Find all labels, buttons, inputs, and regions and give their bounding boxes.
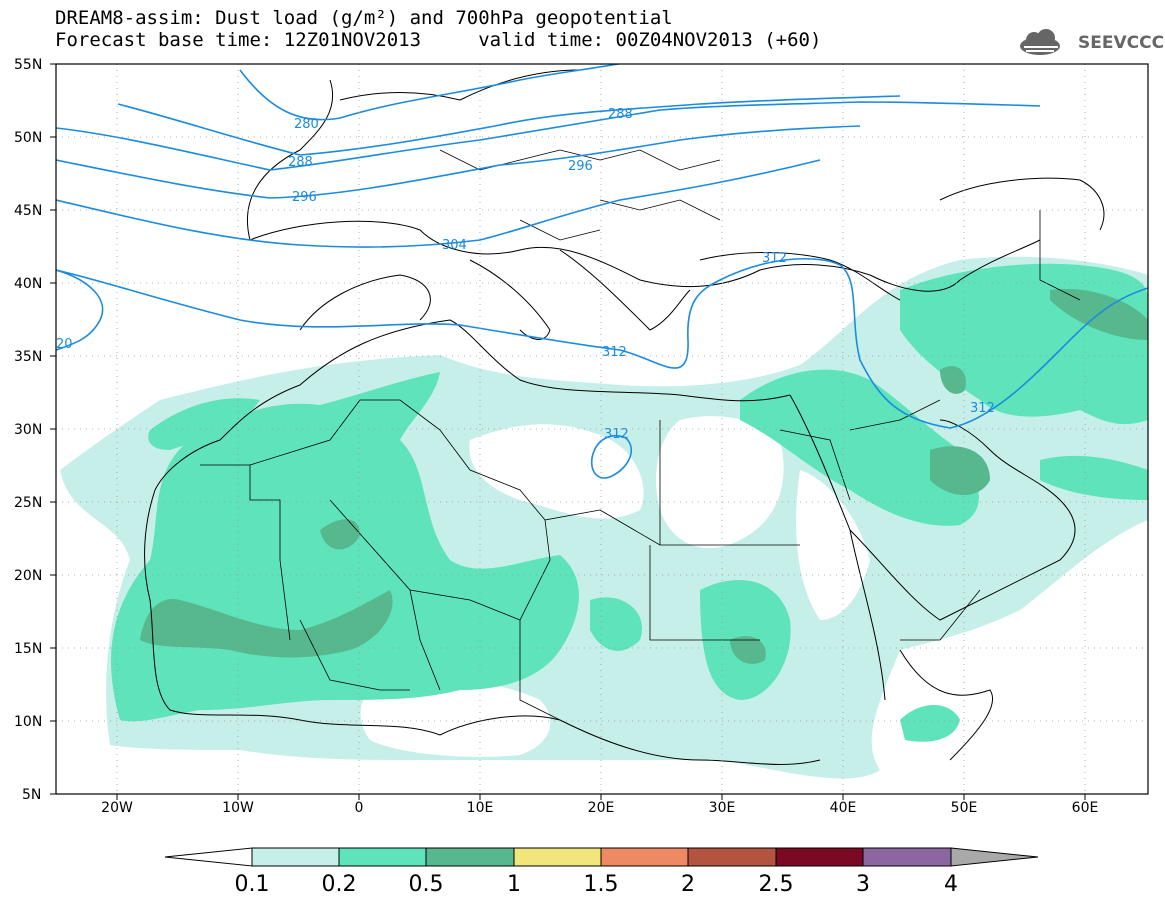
cloud-icon — [1020, 29, 1060, 55]
colorbar-segment — [775, 847, 864, 867]
logo-text: SEEVCCC — [1078, 33, 1165, 53]
colorbar-label: 3 — [856, 872, 870, 897]
coastlines — [144, 69, 1105, 765]
clear-area — [469, 424, 644, 519]
colorbar-segment — [862, 847, 952, 867]
contour-label: 288 — [608, 107, 633, 122]
contour-label: 312 — [762, 251, 787, 266]
clear-area — [656, 416, 784, 549]
lat-label: 20N — [14, 568, 43, 584]
lon-label: 0 — [354, 800, 364, 816]
graticule — [56, 64, 1148, 794]
lon-label: 10E — [466, 800, 494, 816]
contour-label: 296 — [568, 159, 593, 174]
clear-area — [796, 470, 870, 620]
colorbar-label: 1.5 — [583, 872, 619, 897]
colorbar — [164, 847, 1039, 867]
dust-region-medium — [900, 705, 960, 742]
colorbar-segment — [687, 847, 777, 867]
lon-label: 50E — [950, 800, 978, 816]
dust-region-medium — [590, 597, 642, 651]
lat-label: 10N — [14, 714, 43, 730]
contour-label: 312 — [604, 427, 629, 442]
axis-ticks — [50, 63, 1086, 800]
lon-label: 40E — [829, 800, 857, 816]
colorbar-label: 1 — [507, 872, 521, 897]
forecast-times: Forecast base time: 12Z01NOV2013 valid t… — [55, 29, 822, 51]
colorbar-segment — [600, 847, 689, 867]
country-borders — [200, 149, 1081, 721]
lon-label: 30E — [708, 800, 736, 816]
dust-region-dark — [930, 446, 990, 495]
colorbar-segment — [425, 847, 515, 867]
dust-region-dark — [320, 519, 360, 550]
contour-labels: 280 288 288 296 296 304 312 312 312 312 … — [56, 107, 995, 442]
lat-label: 15N — [14, 641, 43, 657]
colorbar-label: 4 — [944, 872, 958, 897]
dust-region-medium — [148, 398, 260, 450]
colorbar-label: 0.2 — [321, 872, 357, 897]
geopotential-contours — [56, 64, 1148, 479]
lat-label: 35N — [14, 349, 43, 365]
map-title: DREAM8-assim: Dust load (g/m²) and 700hP… — [55, 7, 673, 29]
dust-region-medium — [1040, 455, 1148, 500]
colorbar-label: 0.1 — [234, 872, 270, 897]
contour-label: 312 — [602, 345, 627, 360]
colorbar-label: 0.5 — [408, 872, 444, 897]
lat-label: 25N — [14, 495, 43, 511]
lat-label: 50N — [14, 130, 43, 146]
dust-field: 280 288 288 296 296 304 312 312 312 312 … — [56, 64, 1148, 794]
contour-label: 304 — [442, 238, 467, 253]
colorbar-label: 2.5 — [758, 872, 794, 897]
lat-label: 45N — [14, 203, 43, 219]
lon-label: 20W — [101, 800, 133, 816]
clear-area — [360, 679, 551, 757]
lat-label: 55N — [14, 57, 43, 73]
contour-label: 280 — [294, 117, 319, 132]
contour-label: 296 — [292, 190, 317, 205]
lat-label: 30N — [14, 422, 43, 438]
contour-label: 312 — [970, 401, 995, 416]
lat-label: 40N — [14, 276, 43, 292]
logo — [1020, 29, 1060, 55]
dust-region-dark — [730, 636, 766, 664]
lon-label: 60E — [1071, 800, 1099, 816]
colorbar-segment — [251, 847, 340, 867]
contour-label: 20 — [56, 337, 73, 352]
colorbar-label: 2 — [681, 872, 695, 897]
colorbar-segment — [513, 847, 602, 867]
dust-region-dark — [940, 366, 966, 394]
lon-label: 20E — [587, 800, 615, 816]
clear-area — [900, 640, 1148, 794]
lat-label: 5N — [22, 787, 42, 803]
colorbar-segment — [338, 847, 427, 867]
colorbar-upper-arrow — [950, 847, 1039, 867]
colorbar-lower-arrow — [164, 847, 253, 867]
dust-region-dark — [140, 590, 393, 658]
lon-label: 10W — [222, 800, 254, 816]
dust-region-medium — [740, 369, 979, 526]
contour-label: 288 — [288, 155, 313, 170]
